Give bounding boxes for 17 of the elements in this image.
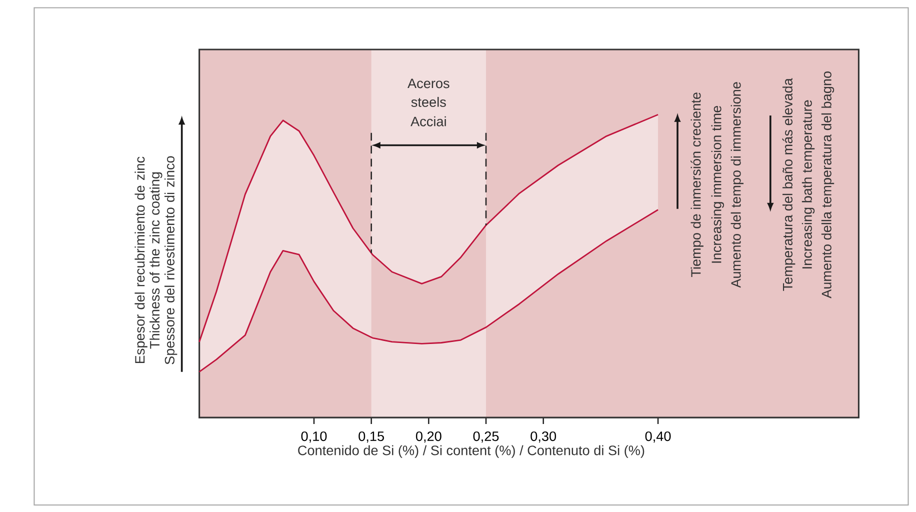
annotation: Acciai xyxy=(410,116,446,126)
annotation: Increasing immersion time xyxy=(711,106,724,263)
x-tick-label: 0,30 xyxy=(530,432,556,443)
x-tick-label: 0,10 xyxy=(301,432,327,443)
x-tick-label: 0,25 xyxy=(473,432,499,443)
y-axis-title: Espesor del recubrimiento de zinc Thickness of the zinc coating Spessore del rivestimento di zinco xyxy=(134,156,178,364)
annotation: Aumento del tempo di immersione xyxy=(730,82,744,288)
annotation: Aumento della temperatura del bagno xyxy=(821,72,834,298)
x-axis-title: Contenido de Si (%) / Si content (%) / Contenuto di Si (%) xyxy=(298,445,644,458)
x-tick-label: 0,15 xyxy=(358,432,384,443)
annotation: Tiempo de inmersión creciente xyxy=(690,92,704,278)
annotation: Temperatura del baño más elevada xyxy=(782,78,796,291)
text: Aceros xyxy=(408,78,450,88)
x-tick-label: 0,20 xyxy=(416,432,442,443)
x-tick-label: 0,40 xyxy=(645,432,671,443)
text: steels xyxy=(411,97,446,108)
annotation: Increasing bath temperature xyxy=(802,100,815,268)
